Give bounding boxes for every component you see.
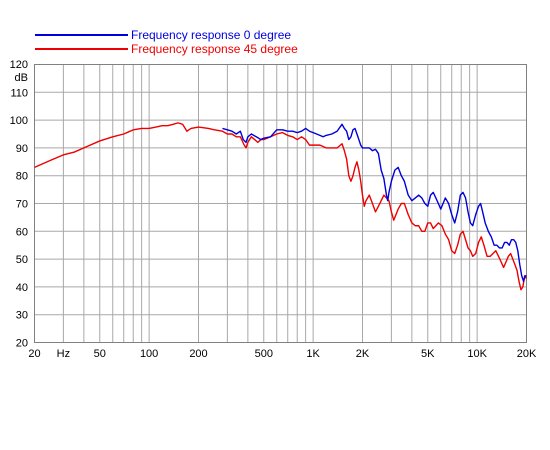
x-tick-label: 100 <box>140 348 158 360</box>
plot-frame <box>34 64 527 343</box>
y-top-label-120: 120 <box>10 59 28 71</box>
x-tick-label: 20K <box>517 348 537 360</box>
y-tick-label: 40 <box>16 282 28 294</box>
y-tick-label: 50 <box>16 254 28 266</box>
grid <box>34 64 527 343</box>
x-tick-label: Hz <box>57 348 70 360</box>
x-axis-labels: 20 Hz 50 100 200 500 1K 2K 5K 10K 20K <box>28 348 537 360</box>
y-tick-label: 60 <box>16 226 28 238</box>
y-tick-label: 20 <box>16 338 28 350</box>
y-tick-label: 30 <box>16 310 28 322</box>
x-tick-label: 200 <box>189 348 207 360</box>
legend-label-0-degree: Frequency response 0 degree <box>131 28 291 42</box>
x-tick-label: 500 <box>255 348 273 360</box>
x-tick-label: 20 <box>28 348 40 360</box>
y-tick-label: 80 <box>16 171 28 183</box>
x-tick-label: 1K <box>306 348 320 360</box>
y-tick-label: 100 <box>10 115 28 127</box>
y-axis-labels: 120 dB 30 40 50 60 70 80 90 100 110 20 <box>10 59 28 350</box>
x-tick-label: 2K <box>356 348 370 360</box>
y-unit-label: dB <box>15 72 28 84</box>
legend: Frequency response 0 degree Frequency re… <box>35 28 298 56</box>
series-line <box>222 123 527 283</box>
y-tick-label: 90 <box>16 143 28 155</box>
series-lines <box>34 122 528 291</box>
x-tick-label: 5K <box>421 348 435 360</box>
x-tick-label: 50 <box>94 348 106 360</box>
y-tick-label: 110 <box>10 87 28 99</box>
y-tick-label: 70 <box>16 199 28 211</box>
legend-label-45-degree: Frequency response 45 degree <box>131 42 298 56</box>
series-line <box>34 122 528 291</box>
x-tick-label: 10K <box>467 348 487 360</box>
